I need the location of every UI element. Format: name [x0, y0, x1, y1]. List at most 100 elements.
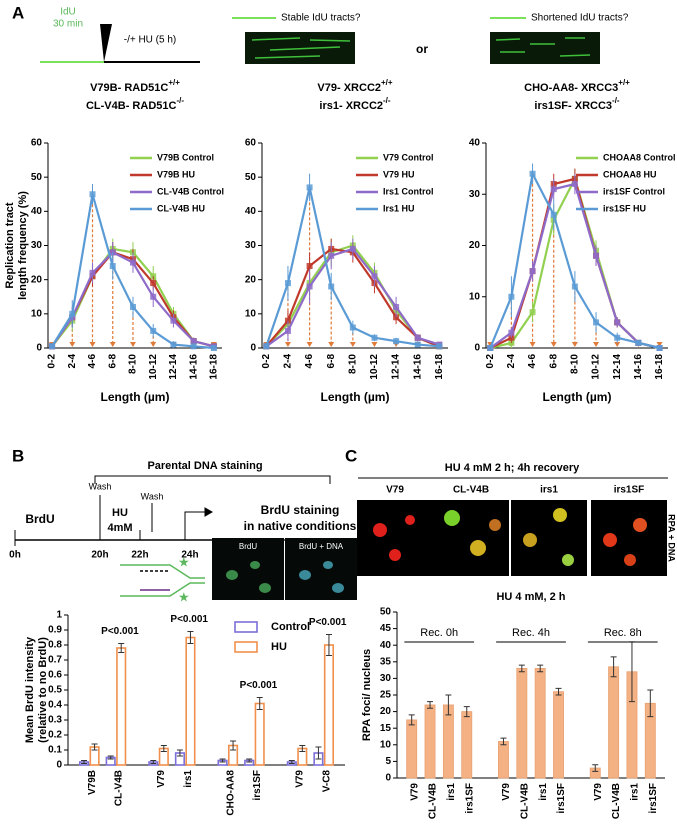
data-point: [190, 338, 197, 345]
svg-text:★: ★: [178, 589, 190, 604]
hu-label: 4mM: [107, 522, 132, 534]
image-label: V79: [386, 485, 404, 496]
chart-title: CL-V4B- RAD51C-/-: [86, 96, 184, 112]
y-tick-label: 0.8: [48, 640, 62, 651]
x-tick-label: irs1: [630, 783, 641, 801]
arrow-head: [614, 342, 621, 347]
y-tick-label: 0.9: [48, 625, 62, 636]
arrow-head: [550, 342, 557, 347]
data-point: [487, 345, 494, 351]
data-point: [571, 283, 578, 290]
y-tick-label: 0.5: [48, 685, 62, 696]
data-point: [550, 211, 557, 218]
title-text: CL-V4B- RAD51C: [86, 100, 177, 112]
p-value: P<0.001: [309, 617, 347, 628]
x-axis-label: Length (µm): [101, 390, 170, 404]
data-point: [129, 304, 136, 310]
timeline-ticks: [14, 495, 214, 546]
x-tick-label: 8-10: [570, 354, 581, 374]
y-tick-label: 30: [380, 673, 392, 684]
data-point: [371, 334, 378, 341]
data-point: [349, 324, 356, 331]
x-tick-label: CL-V4B: [611, 783, 622, 819]
fiber-image: [490, 32, 600, 64]
arrow-head: [529, 342, 536, 347]
bar: [534, 668, 546, 779]
title-sup: -/-: [176, 96, 184, 105]
title-sup: +/+: [168, 78, 180, 87]
data-point: [49, 343, 56, 350]
x-tick-label: irs1SF: [556, 783, 567, 814]
error-bar: [325, 634, 332, 656]
legend-label: V79 HU: [383, 169, 415, 179]
y-tick-label: 20: [380, 706, 392, 717]
y-tick-label: 0.2: [48, 730, 62, 741]
arrow-head: [150, 342, 157, 347]
data-point: [306, 184, 313, 191]
y-tick-label: 45: [380, 623, 392, 634]
y-tick-label: 40: [31, 206, 43, 217]
y-tick-label: 5: [385, 756, 391, 767]
x-tick-label: 0-2: [485, 354, 496, 369]
y-axis-label: length frequency (%): [17, 191, 29, 300]
y-tick-label: 15: [380, 723, 392, 734]
replication-fork: ★★: [120, 554, 205, 604]
error-bar: [537, 664, 544, 673]
x-tick-label: 16-18: [209, 354, 220, 380]
data-point: [150, 280, 157, 287]
error-bar: [219, 758, 226, 763]
data-point: [89, 269, 96, 276]
x-tick-label: 8-10: [347, 354, 358, 374]
y-tick-label: 0.3: [48, 715, 62, 726]
p-value: P<0.001: [170, 614, 208, 625]
brdu-label: BrdU: [25, 512, 54, 526]
micrograph: [285, 538, 357, 600]
time-label: 0h: [9, 550, 21, 561]
data-point: [414, 341, 421, 348]
error-bar: [315, 746, 322, 760]
x-axis-label: Length (µm): [321, 390, 390, 404]
staining-label: BrdU staining: [261, 503, 340, 517]
title-text: CHO-AA8- XRCC3: [524, 82, 618, 94]
error-bar: [230, 740, 237, 751]
data-point: [306, 283, 313, 290]
arrow-head: [656, 342, 663, 347]
y-tick-label: 10: [469, 291, 481, 302]
data-point: [129, 259, 136, 266]
error-bar: [299, 745, 306, 752]
error-bar: [463, 706, 470, 718]
hu-wedge: [100, 24, 112, 62]
y-tick-label: 50: [245, 172, 257, 183]
error-bar: [445, 694, 452, 716]
x-tick-label: V-C8: [321, 770, 332, 793]
x-tick-label: 4-6: [304, 354, 315, 369]
error-bar: [81, 760, 88, 764]
y-tick-label: 0: [250, 343, 256, 354]
legend-label: CL-V4B Control: [157, 186, 224, 196]
chart-title: V79B- RAD51C+/+: [90, 78, 180, 94]
x-tick-label: V79: [295, 770, 306, 788]
x-tick-label: V79: [156, 770, 167, 788]
data-point: [614, 334, 621, 341]
y-tick-label: 50: [380, 607, 392, 618]
bar: [406, 719, 418, 779]
arrow-head: [328, 342, 335, 347]
bracket: [94, 475, 331, 484]
image-label: BrdU: [239, 542, 257, 551]
side-label: RPA + DNA: [667, 514, 677, 562]
x-tick-label: irs1SF: [252, 770, 263, 801]
bar: [553, 691, 564, 779]
data-point: [371, 273, 378, 280]
data-point: [529, 268, 536, 275]
image-label: irs1: [540, 485, 558, 496]
data-point: [393, 338, 400, 345]
legend-label: HU: [271, 641, 287, 653]
data-point: [150, 293, 157, 300]
x-tick-label: irs1: [538, 783, 549, 801]
shortened-label: Shortened IdU tracts?: [531, 13, 629, 24]
bar: [254, 702, 265, 766]
data-point: [263, 343, 270, 350]
data-point: [508, 329, 515, 336]
data-point: [170, 341, 177, 348]
x-tick-label: 12-14: [168, 354, 179, 380]
